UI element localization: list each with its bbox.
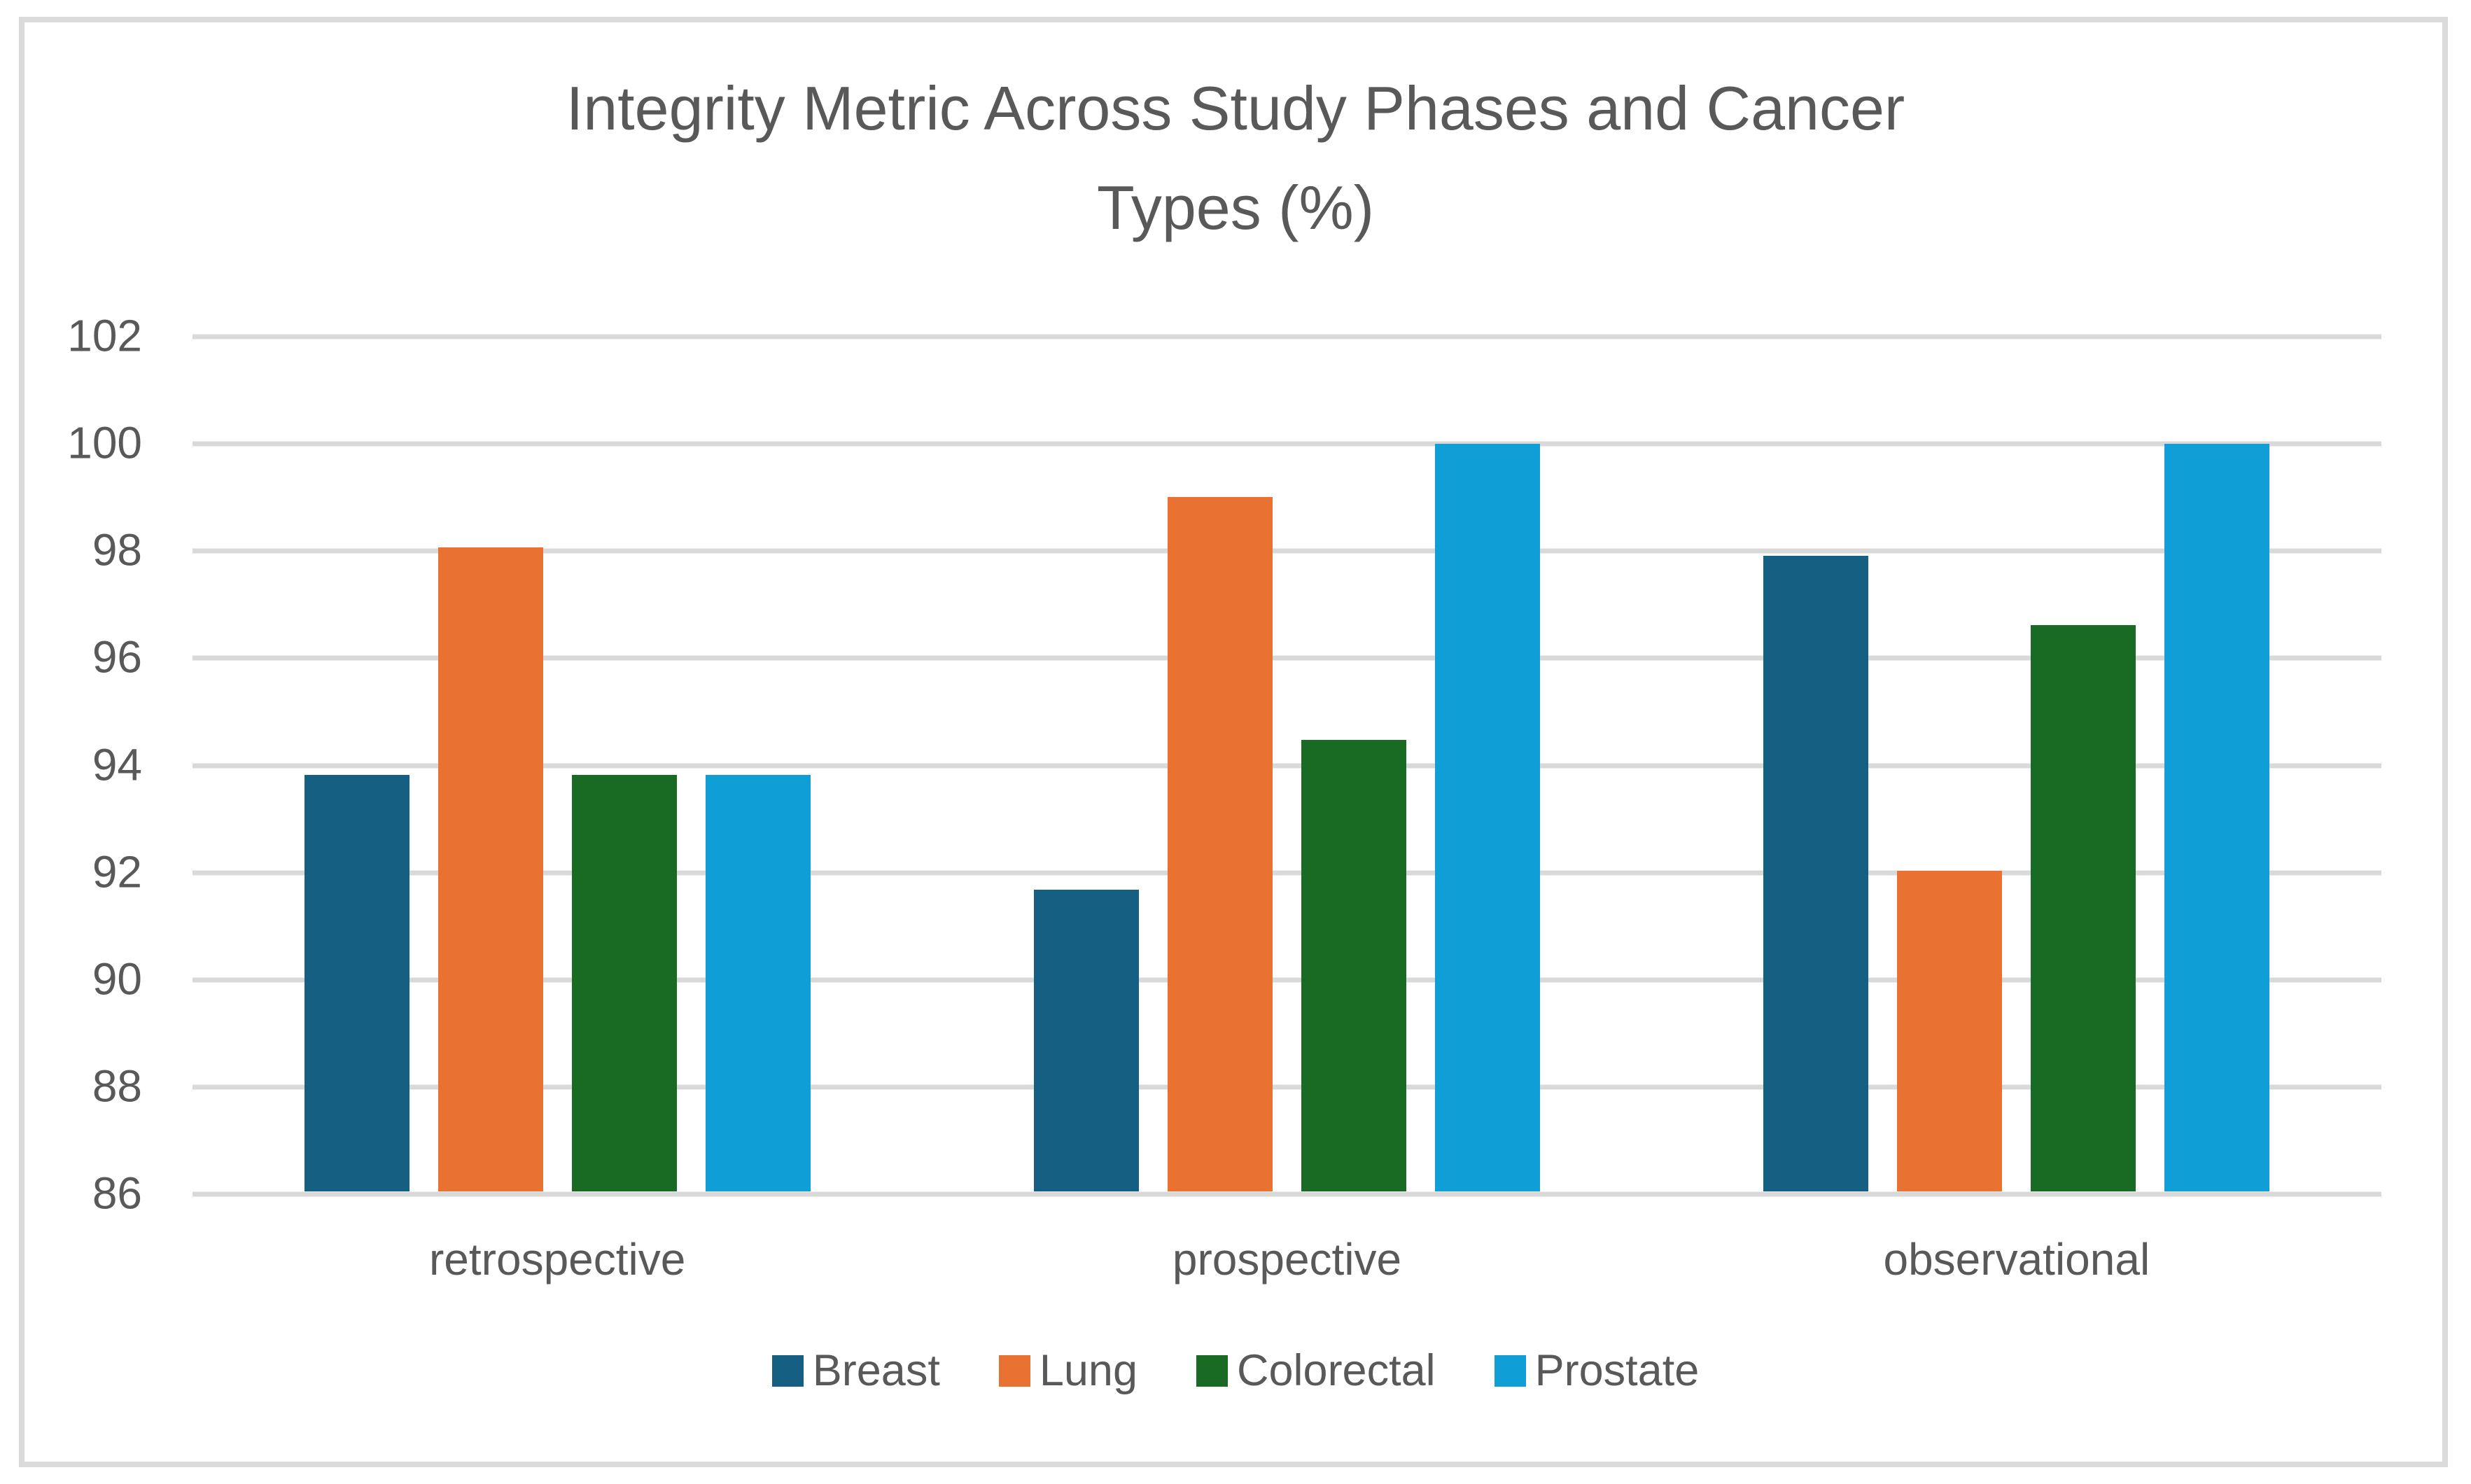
legend-label-breast: Breast xyxy=(812,1346,940,1395)
gridline-86 xyxy=(192,1191,2381,1197)
plot-area xyxy=(192,334,2381,1197)
bar-lung-prospective xyxy=(1167,497,1273,1191)
y-tick-86: 86 xyxy=(92,1168,142,1219)
x-axis-category-labels: retrospective prospective observational xyxy=(192,1233,2381,1285)
legend: Breast Lung Colorectal Prostate xyxy=(0,1345,2471,1396)
bar-colorectal-observational xyxy=(2031,625,2136,1191)
bar-lung-observational xyxy=(1897,871,2003,1191)
y-tick-94: 94 xyxy=(92,739,142,790)
legend-swatch-breast xyxy=(771,1354,804,1387)
bar-colorectal-retrospective xyxy=(571,775,677,1191)
gridline-94 xyxy=(192,763,2381,768)
y-axis-tick-labels: 102 100 98 96 94 92 90 88 86 xyxy=(0,311,142,1219)
legend-item-lung: Lung xyxy=(998,1345,1138,1396)
y-tick-102: 102 xyxy=(67,310,142,361)
gridline-90 xyxy=(192,977,2381,983)
bar-lung-retrospective xyxy=(438,547,543,1191)
y-tick-88: 88 xyxy=(92,1060,142,1112)
bar-prostate-retrospective xyxy=(705,775,811,1191)
gridline-98 xyxy=(192,548,2381,554)
gridline-88 xyxy=(192,1084,2381,1090)
y-tick-96: 96 xyxy=(92,631,142,682)
bar-prostate-prospective xyxy=(1434,444,1540,1191)
bar-group-observational xyxy=(1652,337,2381,1191)
x-label-observational: observational xyxy=(1883,1234,2150,1284)
bar-breast-observational xyxy=(1763,556,1869,1191)
legend-item-breast: Breast xyxy=(771,1345,940,1396)
bar-prostate-observational xyxy=(2164,444,2270,1191)
chart-title-line-1: Integrity Metric Across Study Phases and… xyxy=(566,74,1905,143)
legend-swatch-colorectal xyxy=(1196,1354,1228,1387)
y-tick-98: 98 xyxy=(92,524,142,575)
gridline-102 xyxy=(192,334,2381,340)
y-tick-92: 92 xyxy=(92,846,142,897)
legend-item-colorectal: Colorectal xyxy=(1196,1345,1436,1396)
legend-swatch-prostate xyxy=(1494,1354,1526,1387)
legend-item-prostate: Prostate xyxy=(1494,1345,1700,1396)
bar-group-retrospective xyxy=(192,337,922,1191)
y-tick-100: 100 xyxy=(67,417,142,468)
chart-title-line-2: Types (%) xyxy=(1096,173,1375,242)
gridline-100 xyxy=(192,441,2381,447)
bar-breast-retrospective xyxy=(304,775,410,1191)
chart-title: Integrity Metric Across Study Phases and… xyxy=(0,59,2471,258)
legend-label-prostate: Prostate xyxy=(1534,1346,1700,1395)
x-label-retrospective: retrospective xyxy=(428,1234,686,1284)
bar-breast-prospective xyxy=(1033,890,1139,1191)
legend-label-lung: Lung xyxy=(1039,1346,1138,1395)
gridline-92 xyxy=(192,870,2381,876)
x-label-prospective: prospective xyxy=(1172,1234,1402,1284)
bars-layer xyxy=(192,337,2381,1191)
legend-swatch-lung xyxy=(998,1354,1030,1387)
gridline-96 xyxy=(192,655,2381,661)
legend-label-colorectal: Colorectal xyxy=(1237,1346,1436,1395)
bar-colorectal-prospective xyxy=(1301,740,1406,1191)
y-tick-90: 90 xyxy=(92,953,142,1004)
bar-group-prospective xyxy=(922,337,1651,1191)
